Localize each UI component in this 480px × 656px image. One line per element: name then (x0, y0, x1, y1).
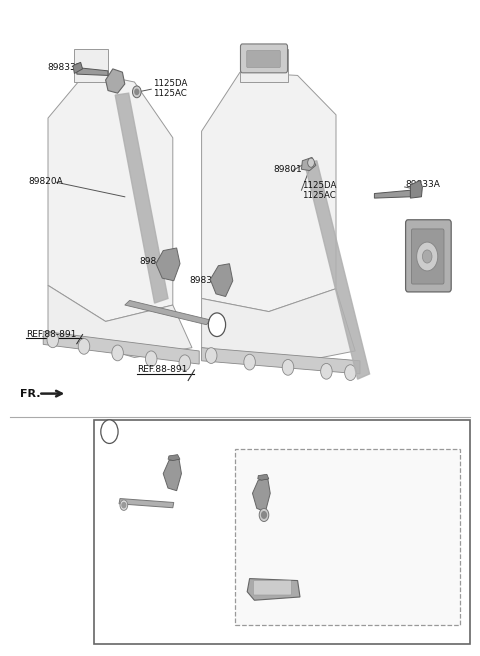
Circle shape (145, 351, 157, 367)
Circle shape (205, 348, 217, 363)
Polygon shape (106, 69, 125, 93)
FancyBboxPatch shape (411, 229, 444, 284)
Polygon shape (74, 49, 108, 82)
Text: a: a (215, 320, 219, 329)
Circle shape (122, 502, 126, 508)
Text: 89833A: 89833A (406, 180, 441, 190)
Circle shape (47, 332, 59, 348)
FancyBboxPatch shape (235, 449, 460, 625)
Text: a: a (107, 427, 112, 436)
Circle shape (112, 345, 123, 361)
Polygon shape (125, 300, 211, 325)
Text: 89830G: 89830G (163, 448, 197, 457)
Circle shape (321, 363, 332, 379)
Text: 89830G: 89830G (309, 473, 343, 482)
Polygon shape (210, 264, 233, 297)
Polygon shape (202, 289, 355, 364)
Text: 89810A: 89810A (408, 273, 443, 282)
Text: 1125DG: 1125DG (309, 491, 345, 500)
Polygon shape (48, 285, 192, 358)
Polygon shape (115, 93, 168, 303)
Polygon shape (168, 455, 180, 461)
Circle shape (101, 420, 118, 443)
Text: 1125DA: 1125DA (302, 181, 337, 190)
Text: 89830C: 89830C (190, 276, 225, 285)
Text: 1125AC: 1125AC (153, 89, 186, 98)
Circle shape (259, 508, 269, 522)
Circle shape (208, 313, 226, 337)
Text: 89860B: 89860B (309, 576, 343, 585)
Polygon shape (410, 180, 422, 198)
Polygon shape (374, 190, 410, 198)
Polygon shape (252, 479, 270, 512)
Polygon shape (77, 68, 108, 75)
Circle shape (308, 158, 314, 167)
Text: REF.88-891: REF.88-891 (137, 365, 187, 375)
Polygon shape (247, 579, 300, 600)
Circle shape (179, 355, 191, 371)
Text: 88812: 88812 (103, 508, 131, 518)
Circle shape (282, 359, 294, 375)
Text: 89897C: 89897C (244, 54, 279, 64)
FancyBboxPatch shape (247, 51, 280, 68)
Polygon shape (163, 459, 181, 491)
Polygon shape (43, 331, 199, 364)
Polygon shape (240, 49, 288, 82)
Text: (W/FIXED BUCKLE): (W/FIXED BUCKLE) (244, 449, 346, 459)
Text: 89833B: 89833B (47, 63, 82, 72)
FancyBboxPatch shape (94, 420, 470, 644)
Polygon shape (301, 157, 316, 171)
Circle shape (135, 89, 139, 94)
Polygon shape (119, 499, 174, 508)
Circle shape (78, 338, 90, 354)
Polygon shape (258, 474, 269, 480)
Text: FR.: FR. (20, 388, 41, 399)
FancyBboxPatch shape (253, 581, 291, 595)
Circle shape (132, 86, 141, 98)
Circle shape (244, 354, 255, 370)
Text: 1125AC: 1125AC (302, 191, 336, 200)
Circle shape (262, 512, 266, 518)
Text: 1125DA: 1125DA (153, 79, 187, 89)
Text: REF.88-891: REF.88-891 (26, 330, 77, 339)
Polygon shape (202, 348, 360, 374)
Polygon shape (73, 62, 83, 73)
Polygon shape (48, 72, 173, 321)
Polygon shape (156, 248, 180, 281)
Polygon shape (305, 161, 370, 379)
Text: 89820A: 89820A (29, 177, 63, 186)
Circle shape (417, 242, 438, 271)
Text: 89801: 89801 (274, 165, 302, 174)
Polygon shape (202, 72, 336, 312)
Circle shape (422, 250, 432, 263)
FancyBboxPatch shape (406, 220, 451, 292)
Circle shape (345, 365, 356, 380)
FancyBboxPatch shape (240, 44, 288, 73)
Circle shape (120, 500, 128, 510)
Text: 89840B: 89840B (139, 256, 174, 266)
